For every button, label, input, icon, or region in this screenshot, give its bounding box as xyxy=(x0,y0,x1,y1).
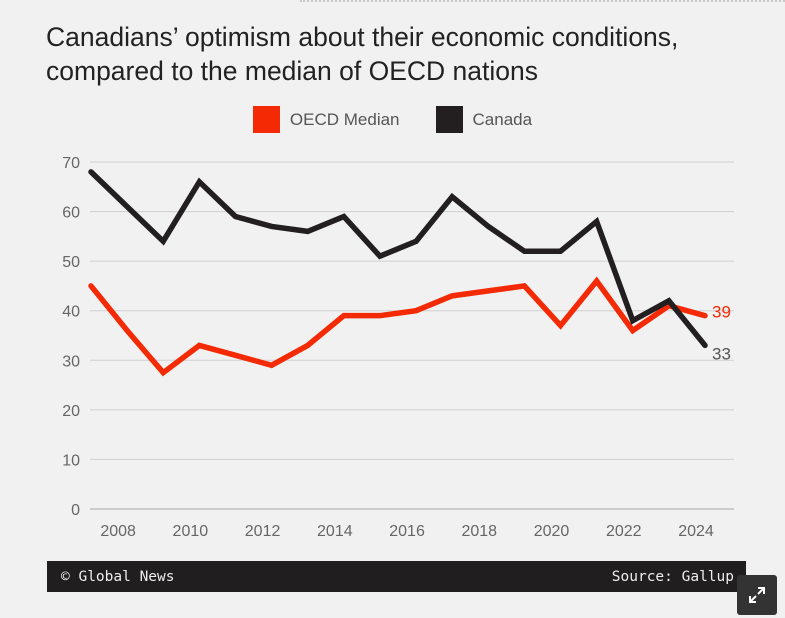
x-tick-label: 2024 xyxy=(678,523,714,540)
expand-icon xyxy=(749,587,765,603)
series-line-canada xyxy=(88,169,708,349)
y-tick-label: 0 xyxy=(71,502,80,519)
legend-label-oecd: OECD Median xyxy=(289,109,400,129)
legend-swatch-oecd xyxy=(252,106,280,133)
x-tick-label: 2016 xyxy=(389,523,425,540)
legend: OECD Median Canada xyxy=(0,106,785,133)
expand-button[interactable] xyxy=(737,575,777,615)
legend-item-canada: Canada xyxy=(435,106,533,133)
x-tick-label: 2008 xyxy=(100,523,136,540)
x-tick-label: 2022 xyxy=(606,523,642,540)
legend-swatch-canada xyxy=(435,106,463,133)
credit: © Global News xyxy=(61,568,175,585)
line-chart: 0 10 20 30 40 50 60 70 2008 2010 2012 2014 2016 2018 2… xyxy=(62,155,734,540)
y-tick-label: 20 xyxy=(62,403,80,420)
dotted-divider xyxy=(300,0,785,4)
y-tick-label: 40 xyxy=(62,304,80,321)
source: Source: Gallup xyxy=(611,568,734,585)
x-tick-label: 2014 xyxy=(317,523,353,540)
x-tick-label: 2010 xyxy=(173,523,209,540)
legend-label-canada: Canada xyxy=(472,109,533,129)
chart-title: Canadians’ optimism about their economic… xyxy=(46,22,679,86)
end-label: 33 xyxy=(712,344,731,363)
end-label: 39 xyxy=(712,303,731,322)
x-tick-label: 2012 xyxy=(245,523,281,540)
series-line-oecd-median xyxy=(88,276,708,377)
x-tick-label: 2018 xyxy=(461,523,497,540)
footer-bar: © Global News Source: Gallup xyxy=(47,561,746,592)
y-tick-label: 60 xyxy=(62,205,80,222)
y-tick-label: 10 xyxy=(62,452,80,469)
y-tick-label: 30 xyxy=(62,353,80,370)
y-tick-label: 50 xyxy=(62,254,80,271)
x-tick-label: 2020 xyxy=(534,523,570,540)
y-tick-label: 70 xyxy=(62,155,80,172)
legend-item-oecd: OECD Median xyxy=(252,106,400,133)
